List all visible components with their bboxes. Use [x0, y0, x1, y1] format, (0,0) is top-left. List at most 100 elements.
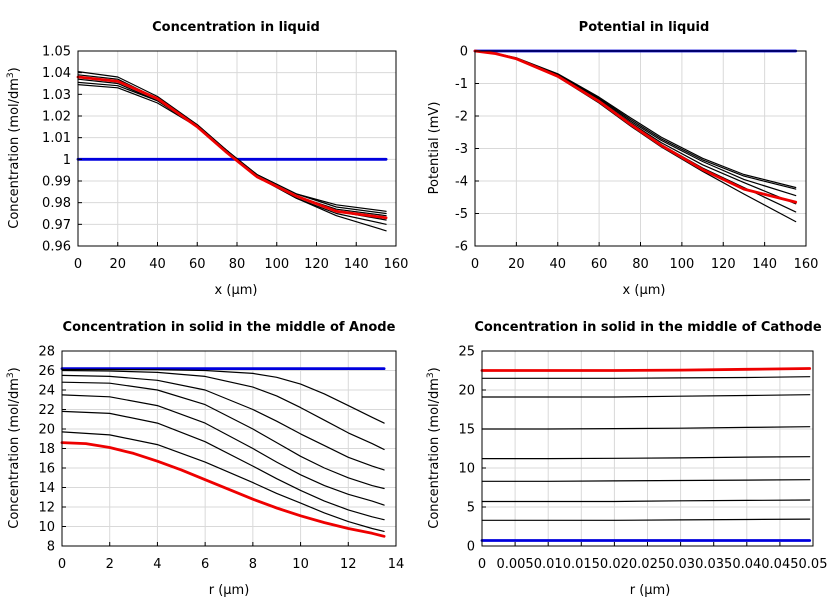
y-tick-label: 14 [38, 481, 55, 496]
x-axis-label: r (µm) [209, 583, 250, 598]
series-line-t3 [61, 374, 385, 471]
x-tick-label: 20 [109, 257, 126, 272]
y-tick-label: 0 [460, 45, 468, 60]
series-line-t4 [481, 456, 811, 460]
chart-title: Concentration in solid in the middle of … [63, 320, 396, 335]
y-axis-label: Concentration (mol/dm3) [426, 367, 442, 529]
y-tick-label: 1.05 [42, 45, 71, 60]
x-tick-label: 12 [340, 557, 357, 572]
y-tick-label: 20 [38, 423, 55, 438]
chart-concentration-solid-anode: Concentration in solid in the middle of … [6, 320, 404, 598]
x-tick-label: 0.025 [629, 557, 666, 572]
y-tick-label: 18 [38, 442, 55, 457]
x-tick-label: 140 [344, 257, 369, 272]
x-tick-label: 0 [471, 257, 479, 272]
y-tick-label: 10 [458, 462, 475, 477]
y-tick-label: 0 [467, 540, 475, 555]
x-tick-label: 20 [508, 257, 525, 272]
x-tick-label: 0.01 [534, 557, 563, 572]
series-line-t1 [474, 50, 797, 223]
x-tick-label: 0 [478, 557, 486, 572]
x-tick-label: 8 [249, 557, 257, 572]
y-tick-label: 1.03 [42, 88, 71, 103]
series-line-t1 [481, 518, 811, 521]
series-line-t6 [77, 83, 387, 212]
y-tick-label: 0.99 [42, 175, 71, 190]
x-tick-label: 80 [632, 257, 649, 272]
series-line-t4 [474, 50, 797, 197]
x-tick-label: 0.005 [496, 557, 533, 572]
x-tick-label: 0 [58, 557, 66, 572]
x-tick-label: 0.02 [600, 557, 629, 572]
series-line-t3 [481, 479, 811, 482]
y-tick-label: 0.97 [42, 218, 71, 233]
series-line-t1 [61, 368, 385, 424]
series-line-t7 [61, 431, 385, 533]
series-line-t5 [77, 81, 387, 215]
y-tick-label: 20 [458, 384, 475, 399]
chart-concentration-in-liquid: Concentration in liquid x (µm) Concentra… [6, 20, 408, 298]
x-axis-label: r (µm) [630, 583, 671, 598]
chart-title: Concentration in liquid [152, 20, 320, 35]
y-tick-label: 25 [458, 345, 475, 360]
x-tick-label: 2 [106, 557, 114, 572]
x-tick-label: 0.045 [761, 557, 798, 572]
series-line-t5 [481, 426, 811, 430]
series-line-t2 [61, 369, 385, 451]
y-tick-label: 0.98 [42, 196, 71, 211]
y-tick-label: 1.04 [42, 66, 71, 81]
chart-potential-in-liquid: Potential in liquid x (µm) Potential (mV… [427, 20, 818, 298]
x-tick-label: 0.04 [732, 557, 761, 572]
y-tick-label: 22 [38, 403, 55, 418]
x-tick-label: 40 [549, 257, 566, 272]
x-tick-label: 80 [229, 257, 246, 272]
chart-title: Potential in liquid [579, 20, 710, 35]
y-tick-label: -4 [455, 175, 468, 190]
series-line-t3 [77, 76, 387, 221]
series-line-t7 [481, 376, 811, 379]
x-tick-label: 100 [264, 257, 289, 272]
x-tick-label: 40 [149, 257, 166, 272]
x-tick-label: 140 [752, 257, 777, 272]
series-line-t6 [474, 50, 797, 189]
y-axis-label: Concentration (mol/dm3) [6, 367, 22, 529]
series-line-t5 [474, 50, 797, 190]
x-tick-label: 100 [669, 257, 694, 272]
series-line-t4 [61, 381, 385, 490]
series-line-t2 [77, 74, 387, 225]
y-tick-label: 1.02 [42, 110, 71, 125]
x-tick-label: 0 [74, 257, 82, 272]
series-line-t4 [77, 78, 387, 217]
y-axis-label: Potential (mV) [427, 102, 442, 195]
series-line-t2 [481, 499, 811, 503]
series-line-final [480, 367, 812, 372]
x-tick-label: 0.015 [563, 557, 600, 572]
x-tick-label: 160 [794, 257, 819, 272]
x-tick-label: 60 [189, 257, 206, 272]
y-tick-label: 26 [38, 364, 55, 379]
y-tick-label: -1 [455, 77, 468, 92]
y-tick-label: -6 [455, 240, 468, 255]
y-tick-label: -2 [455, 110, 468, 125]
series-line-t6 [61, 410, 385, 521]
y-tick-label: 5 [467, 501, 475, 516]
y-tick-label: 12 [38, 501, 55, 516]
series-line-final [60, 441, 386, 538]
x-tick-label: 4 [153, 557, 161, 572]
y-tick-label: 28 [38, 345, 55, 360]
y-tick-label: 1 [63, 153, 71, 168]
x-tick-label: 120 [711, 257, 736, 272]
series-line-final [76, 75, 388, 220]
chart-concentration-solid-cathode: Concentration in solid in the middle of … [426, 320, 827, 598]
x-tick-label: 0.03 [666, 557, 695, 572]
x-tick-label: 6 [201, 557, 209, 572]
y-tick-label: -3 [455, 142, 468, 157]
y-tick-label: 8 [47, 540, 55, 555]
series-line-t6 [481, 394, 811, 398]
x-tick-label: 10 [292, 557, 309, 572]
y-tick-label: 1.01 [42, 131, 71, 146]
y-tick-label: 10 [38, 520, 55, 535]
x-tick-label: 60 [591, 257, 608, 272]
y-tick-label: -5 [455, 207, 468, 222]
